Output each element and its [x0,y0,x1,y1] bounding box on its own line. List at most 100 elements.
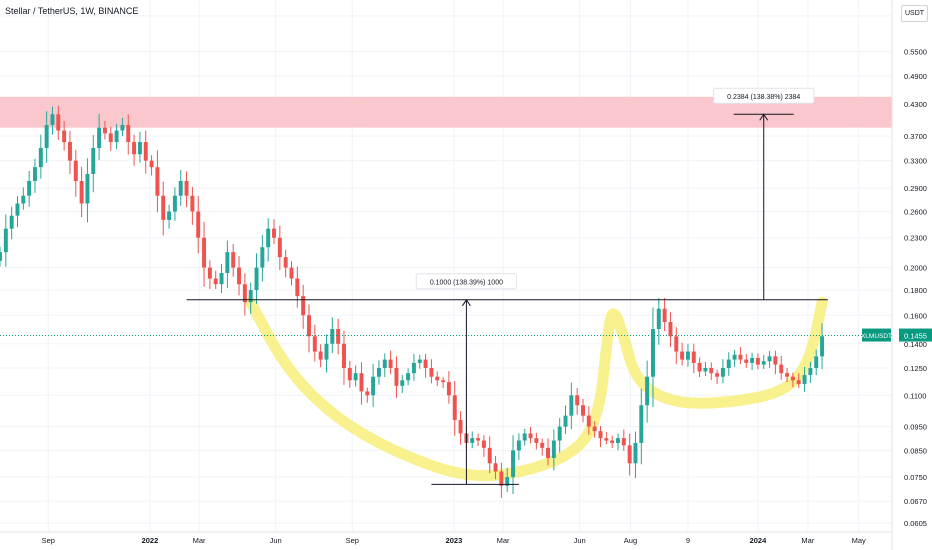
candle-body [476,438,481,441]
candle [260,235,265,282]
candle-body [429,367,434,377]
candle-body [726,359,731,368]
candle [685,343,690,367]
currency-button[interactable]: USDT [901,5,928,22]
candle [429,359,434,384]
candle [458,411,463,445]
candle [15,196,20,228]
candle [85,158,90,223]
candle-body [534,438,539,443]
candle [155,150,160,213]
candle [755,353,760,370]
candle [56,105,61,140]
candle [540,438,545,456]
candle-body [755,357,760,365]
candle [773,350,778,375]
candle [767,350,772,368]
candle [388,350,393,375]
candle-body [458,419,463,434]
candle [67,130,72,175]
candle [423,353,428,378]
candle [586,406,591,435]
candle [219,263,224,294]
candle [598,425,603,448]
candle [511,435,516,494]
candle-body [417,359,422,363]
candle-body [62,130,67,143]
candle [97,113,102,161]
candle-body [388,359,393,368]
candle-body [790,376,795,381]
candle [726,352,731,376]
candle-body [301,296,306,316]
candle [662,298,667,331]
candle-body [196,211,201,238]
candle-body [592,426,597,432]
candle [697,357,702,378]
candle [441,376,446,389]
candle-body [441,380,446,383]
candle-body [773,356,778,365]
candle-body [423,359,428,368]
candle-body [656,308,661,330]
candle-body [102,127,107,134]
candle-body [324,343,329,360]
candle [534,432,539,450]
candle-body [639,405,644,443]
candle [137,131,142,163]
candle [493,455,498,480]
candle-body [668,322,673,337]
candle-body [21,195,26,204]
measure-arrowhead [461,298,471,307]
candle [656,298,661,345]
candle-body [487,447,492,464]
candle [272,219,276,245]
candle [307,304,311,353]
measure-label: 0.1000 (138.39%) 1000 [430,279,503,286]
candle-body [785,373,790,377]
candle-body [557,426,562,441]
symbol-tag: XLMUSDT [861,333,892,340]
candle-body [452,395,457,420]
candle [178,170,183,206]
candle-body [685,351,690,360]
candle-body [97,127,102,149]
candle-body [394,367,399,386]
time-tick-label: 9 [686,536,690,545]
cup-handle-highlight [245,296,828,482]
candle [417,354,422,369]
candle [266,218,271,262]
candle-body [341,343,346,368]
candle-body [598,431,603,439]
candle-body [493,463,498,472]
candle-body [207,267,212,279]
candle [435,371,440,386]
candle-body [446,382,451,396]
time-tick-label: Jun [270,536,282,545]
candle [196,195,201,254]
candle [38,134,43,179]
candle [371,363,376,407]
candle-body [680,351,685,360]
candle [505,467,510,493]
candle [283,249,288,278]
candle-body [330,329,335,344]
candle [301,284,306,329]
price-tick-label: 0.1250 [904,364,927,373]
candle-body [365,391,370,396]
candle-body [318,351,323,360]
candle [21,187,26,210]
candle [91,134,96,193]
candle-body [79,180,84,204]
candle [820,323,825,370]
candle-body [674,336,679,352]
candle [231,243,236,277]
candle [330,317,335,353]
candle-body [516,440,521,451]
candle-body [132,142,137,155]
candle [312,324,317,362]
time-tick-label: May [852,536,866,545]
candle-body [353,373,358,381]
candle-body [137,142,142,155]
